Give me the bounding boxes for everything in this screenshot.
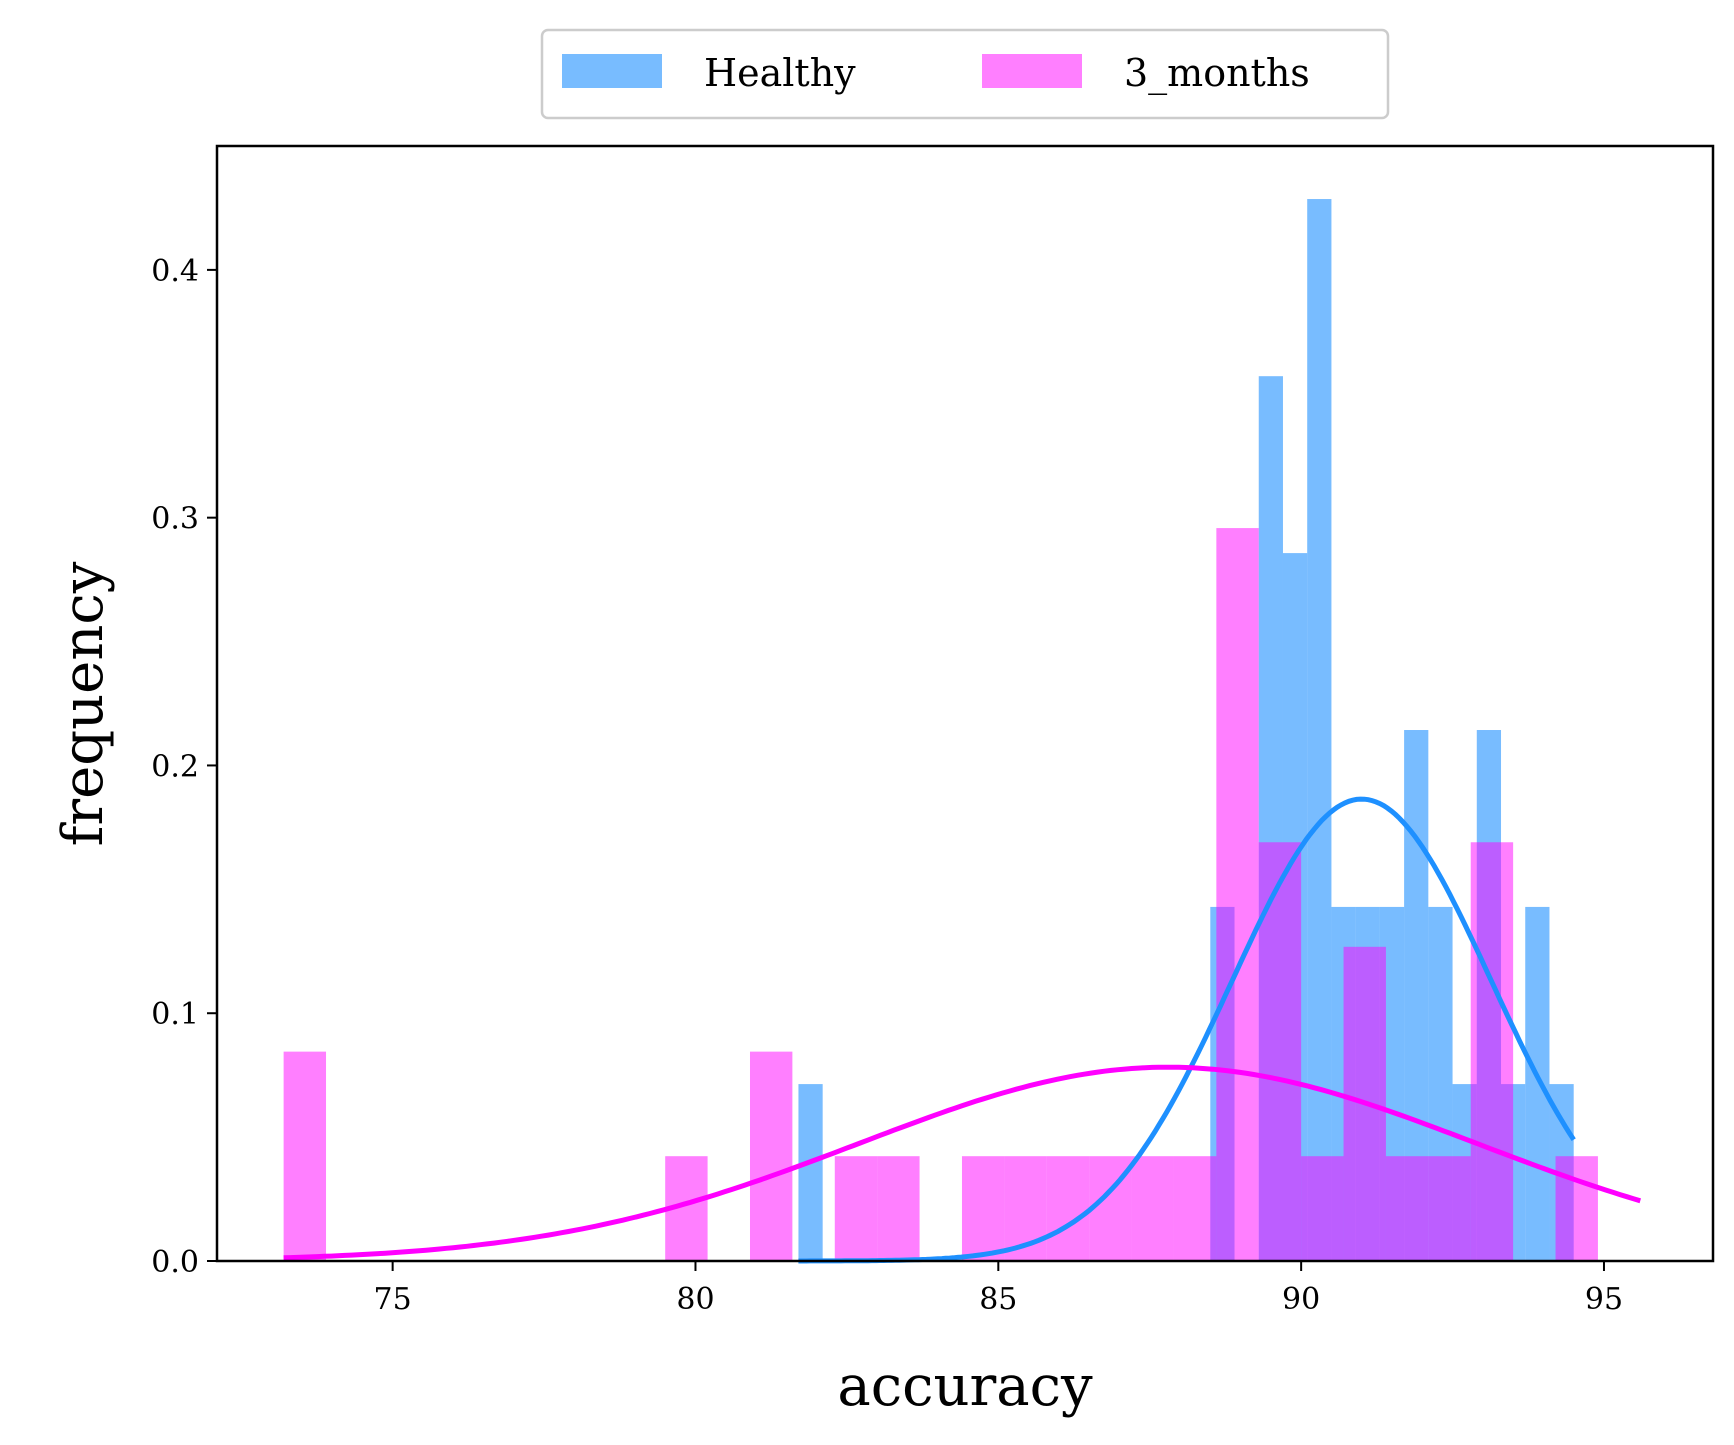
plot-area-frame bbox=[215, 144, 1715, 1263]
bar-healthy-30 bbox=[1525, 906, 1550, 1261]
fit-curve-healthy bbox=[798, 796, 1576, 1264]
bar-3-months-14 bbox=[877, 1156, 920, 1261]
bar-3-months-21 bbox=[1173, 1156, 1217, 1261]
x-tick-label: 75 bbox=[374, 1282, 412, 1317]
bar-healthy-0 bbox=[798, 1084, 823, 1261]
bar-healthy-21 bbox=[1307, 199, 1332, 1262]
bar-3-months-16 bbox=[961, 1156, 1005, 1261]
bar-3-months-13 bbox=[834, 1156, 878, 1261]
bar-3-months-0 bbox=[283, 1051, 327, 1261]
x-tick-label: 85 bbox=[979, 1282, 1017, 1317]
x-tick-label: 95 bbox=[1585, 1282, 1623, 1317]
histogram-bars bbox=[283, 199, 1598, 1262]
bar-3-months-30 bbox=[1555, 1156, 1598, 1261]
y-tick-label: 0.3 bbox=[151, 502, 199, 537]
bar-3-months-22 bbox=[1216, 528, 1259, 1261]
y-axis-title: frequency bbox=[51, 561, 116, 846]
legend-swatch-healthy bbox=[562, 54, 662, 88]
legend-frame bbox=[540, 28, 1390, 120]
bar-3-months-11 bbox=[749, 1051, 793, 1261]
bar-3-months-24 bbox=[1301, 1156, 1344, 1261]
x-tick-label: 80 bbox=[676, 1282, 714, 1317]
axis-ticks: 75 80 85 90 95 0.0 0.1 0.2 0.3 0.4 bbox=[151, 254, 1623, 1317]
bar-3-months-26 bbox=[1385, 1156, 1429, 1261]
x-axis-title: accuracy bbox=[837, 1354, 1093, 1419]
legend: Healthy 3_months bbox=[540, 28, 1390, 120]
bar-3-months-18 bbox=[1046, 1156, 1090, 1261]
bar-3-months-23 bbox=[1258, 842, 1302, 1261]
legend-label-3-months: 3_months bbox=[1124, 51, 1310, 96]
bar-3-months-20 bbox=[1131, 1156, 1174, 1261]
y-tick-label: 0.0 bbox=[151, 1245, 199, 1280]
fit-curves bbox=[283, 796, 1642, 1264]
y-tick-label: 0.4 bbox=[151, 254, 199, 289]
y-tick-label: 0.2 bbox=[151, 749, 199, 784]
fit-curve-3-months bbox=[283, 1064, 1642, 1261]
bar-3-months-28 bbox=[1470, 842, 1514, 1261]
legend-label-healthy: Healthy bbox=[704, 51, 856, 95]
y-tick-label: 0.1 bbox=[151, 997, 199, 1032]
legend-swatch-3-months bbox=[982, 54, 1082, 88]
x-tick-label: 90 bbox=[1282, 1282, 1320, 1317]
bar-3-months-27 bbox=[1428, 1156, 1471, 1261]
